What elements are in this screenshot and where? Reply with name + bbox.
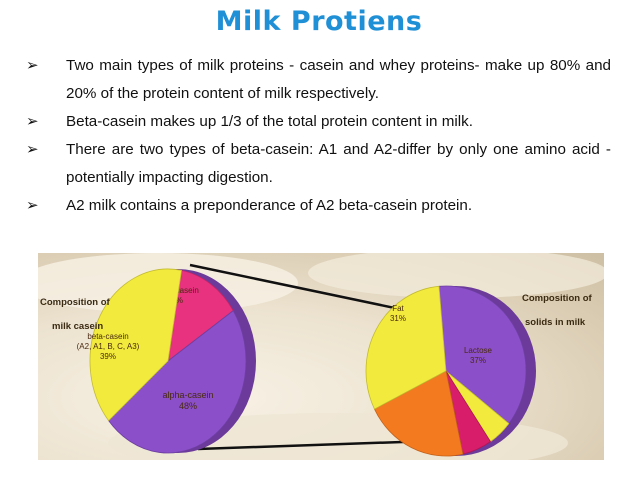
pie-label-line: Fat [392, 304, 404, 313]
bullet-list: ➢ Two main types of milk proteins - case… [26, 52, 611, 220]
pie-label-line: 37% [470, 356, 486, 365]
casein-pie: kappa-casein13%alpha-casein48%beta-casei… [77, 268, 256, 454]
milk-composition-figure: kappa-casein13%alpha-casein48%beta-casei… [38, 253, 604, 460]
slide-title: Milk Protiens [215, 6, 423, 37]
right-caption-line2: solids in milk [525, 317, 586, 328]
pie-slice-label: beta-casein (A2, A1, B, C, A3) 39% [77, 332, 140, 361]
pie-slice-label: Lactose 37% [464, 346, 493, 365]
pie-label-line: Lactose [464, 346, 493, 355]
left-caption-line1: Composition of [40, 297, 110, 308]
pie-slice [373, 370, 464, 457]
pie-label-line: 39% [100, 352, 116, 361]
arrow-bullet-icon: ➢ [26, 141, 39, 158]
pie-slice-label: Fat 31% [390, 304, 406, 323]
bullet-item: ➢ There are two types of beta-casein: A1… [26, 136, 611, 192]
pie-slice [438, 285, 527, 425]
right-caption-line1: Composition of [522, 293, 592, 304]
connector-line [197, 439, 432, 451]
arrow-bullet-icon: ➢ [26, 197, 39, 214]
bullet-item: ➢ Beta-casein makes up 1/3 of the total … [26, 108, 611, 136]
bullet-item: ➢ A2 milk contains a preponderance of A2… [26, 192, 611, 220]
arrow-bullet-icon: ➢ [26, 57, 39, 74]
bullet-text: There are two types of beta-casein: A1 a… [66, 141, 611, 186]
connector-line [189, 263, 429, 317]
bullet-text: A2 milk contains a preponderance of A2 b… [66, 197, 473, 214]
pie-label-line: 31% [390, 314, 406, 323]
pie-slice-label: alpha-casein 48% [162, 390, 213, 411]
bullet-text: Beta-casein makes up 1/3 of the total pr… [66, 113, 473, 130]
pie-label-line: beta-casein [87, 332, 128, 341]
pie-label-line: (A2, A1, B, C, A3) [77, 342, 140, 351]
pie-slice [365, 285, 447, 410]
pie-label-line: 48% [179, 401, 197, 411]
pie-slice [89, 268, 182, 422]
pie-slice [108, 310, 247, 454]
left-caption-line2: milk casein [52, 321, 103, 332]
pie-label-line: alpha-casein [162, 390, 213, 400]
bullet-item: ➢ Two main types of milk proteins - case… [26, 52, 611, 108]
bullet-text: Two main types of milk proteins - casein… [66, 57, 611, 102]
pie-illustration: kappa-casein13%alpha-casein48%beta-casei… [38, 253, 604, 460]
arrow-bullet-icon: ➢ [26, 113, 39, 130]
solids-pie: Lactose37%WheyProtein5%Ash6%Casein21%Fat… [365, 285, 536, 457]
pie-slice [167, 269, 234, 362]
